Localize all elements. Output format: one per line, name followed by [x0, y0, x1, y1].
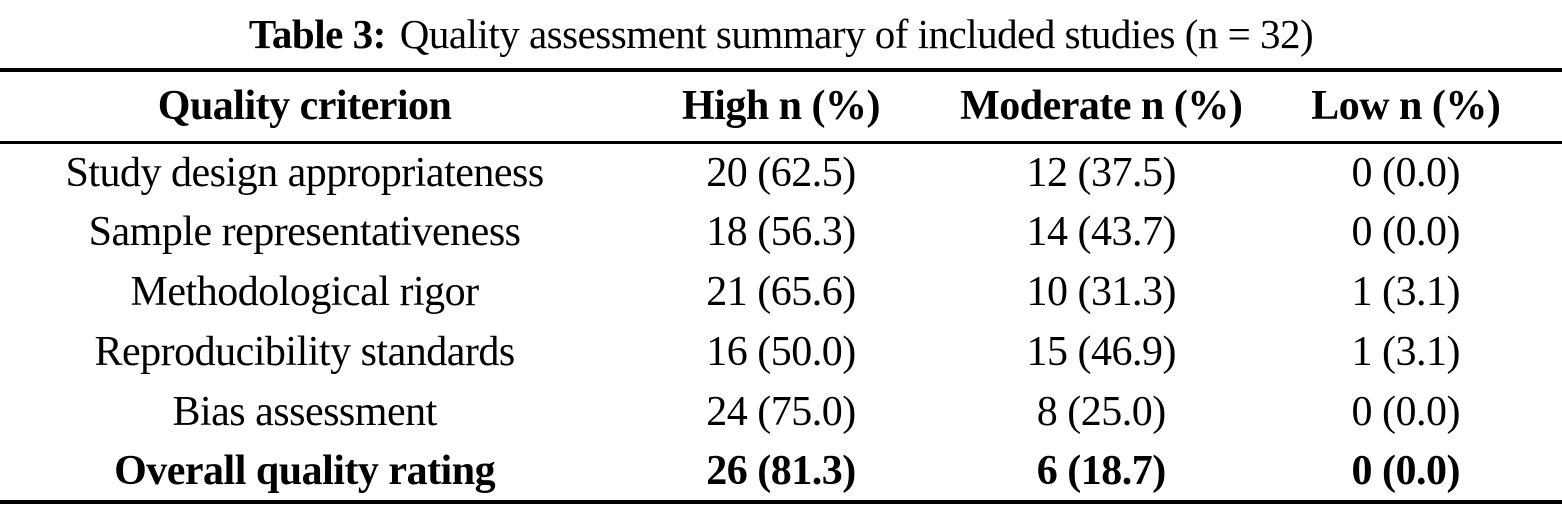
table-row: Sample representativeness 18 (56.3) 14 (…	[0, 202, 1562, 262]
high-cell: 16 (50.0)	[706, 329, 856, 375]
moderate-cell: 14 (43.7)	[1026, 209, 1176, 255]
low-cell: 0 (0.0)	[1351, 149, 1461, 196]
caption-label: Table 3:	[248, 11, 386, 57]
moderate-cell: 8 (25.0)	[1036, 389, 1166, 435]
caption-text: Quality assessment summary of included s…	[399, 11, 1314, 57]
criterion-cell: Bias assessment	[172, 389, 437, 435]
criterion-cell: Reproducibility standards	[94, 329, 515, 375]
criterion-cell: Overall quality rating	[114, 448, 496, 494]
low-cell: 1 (3.1)	[1351, 269, 1461, 315]
header-row: Quality criterion High n (%) Moderate n …	[0, 70, 1562, 142]
column-header-quality-criterion: Quality criterion	[157, 83, 452, 130]
table-row: Reproducibility standards 16 (50.0) 15 (…	[0, 322, 1562, 382]
table-caption: Table 3: Quality assessment summary of i…	[0, 0, 1562, 68]
moderate-cell: 10 (31.3)	[1026, 269, 1176, 315]
quality-assessment-table: Quality criterion High n (%) Moderate n …	[0, 68, 1562, 504]
high-cell: 18 (56.3)	[706, 209, 856, 255]
low-cell: 0 (0.0)	[1351, 389, 1461, 435]
high-cell: 24 (75.0)	[706, 389, 856, 435]
table-row: Bias assessment 24 (75.0) 8 (25.0) 0 (0.…	[0, 382, 1562, 442]
high-cell: 21 (65.6)	[706, 269, 856, 315]
table-row: Methodological rigor 21 (65.6) 10 (31.3)…	[0, 262, 1562, 322]
criterion-cell: Study design appropriateness	[65, 149, 544, 196]
moderate-cell: 15 (46.9)	[1026, 329, 1176, 375]
table-row-overall: Overall quality rating 26 (81.3) 6 (18.7…	[0, 442, 1562, 502]
column-header-moderate: Moderate n (%)	[960, 83, 1243, 130]
criterion-cell: Methodological rigor	[130, 269, 480, 315]
column-header-low: Low n (%)	[1311, 83, 1501, 130]
low-cell: 0 (0.0)	[1351, 209, 1461, 255]
moderate-cell: 12 (37.5)	[1026, 149, 1176, 196]
high-cell: 20 (62.5)	[706, 149, 856, 196]
low-cell: 1 (3.1)	[1351, 329, 1461, 375]
moderate-cell: 6 (18.7)	[1036, 448, 1166, 494]
low-cell: 0 (0.0)	[1351, 448, 1461, 494]
high-cell: 26 (81.3)	[706, 448, 856, 494]
table-row: Study design appropriateness 20 (62.5) 1…	[0, 142, 1562, 202]
criterion-cell: Sample representativeness	[88, 209, 521, 255]
column-header-high: High n (%)	[681, 83, 881, 130]
